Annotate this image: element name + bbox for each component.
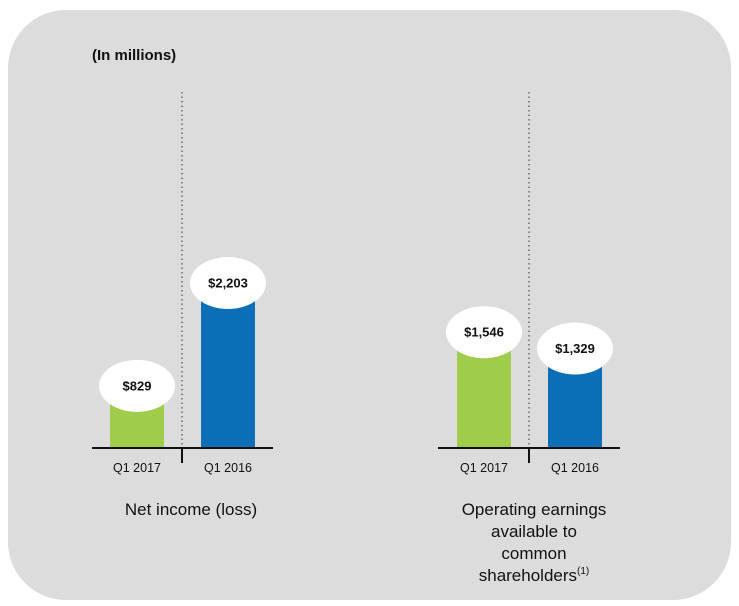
chart-panel xyxy=(8,10,731,600)
chart-1-value-bubble-2 xyxy=(190,257,266,309)
chart-2-title-line-1: Operating earnings xyxy=(462,500,607,519)
chart-1-value-bubble-1 xyxy=(99,359,175,412)
chart-2-value-bubble-1 xyxy=(446,306,522,359)
chart-1-title-line-1: Net income (loss) xyxy=(125,500,257,519)
chart-1-category-label-1: Q1 2017 xyxy=(113,461,161,475)
chart-1-bar-2 xyxy=(201,283,255,448)
chart-2-title-line-3: common xyxy=(501,544,566,563)
chart-2-value-label-1: $1,546 xyxy=(464,325,504,340)
chart-2-title-line-2: available to xyxy=(491,522,577,541)
chart-1-value-label-1: $829 xyxy=(123,378,152,393)
chart-2-value-bubble-2 xyxy=(537,322,613,375)
chart-2-category-label-1: Q1 2017 xyxy=(460,461,508,475)
chart-2-title-footnote: (1) xyxy=(577,566,589,577)
chart-2-category-label-2: Q1 2016 xyxy=(551,461,599,475)
chart-2-title: Operating earnings available to common shar… xyxy=(462,500,607,585)
units-label: (In millions) xyxy=(92,47,176,64)
chart-1-title: Net income (loss) xyxy=(125,500,257,519)
chart-2-title-line-4: shareholders xyxy=(479,566,577,585)
chart-1-value-label-2: $2,203 xyxy=(208,276,248,291)
chart-1-category-label-2: Q1 2016 xyxy=(204,461,252,475)
chart-2-value-label-2: $1,329 xyxy=(555,341,595,356)
